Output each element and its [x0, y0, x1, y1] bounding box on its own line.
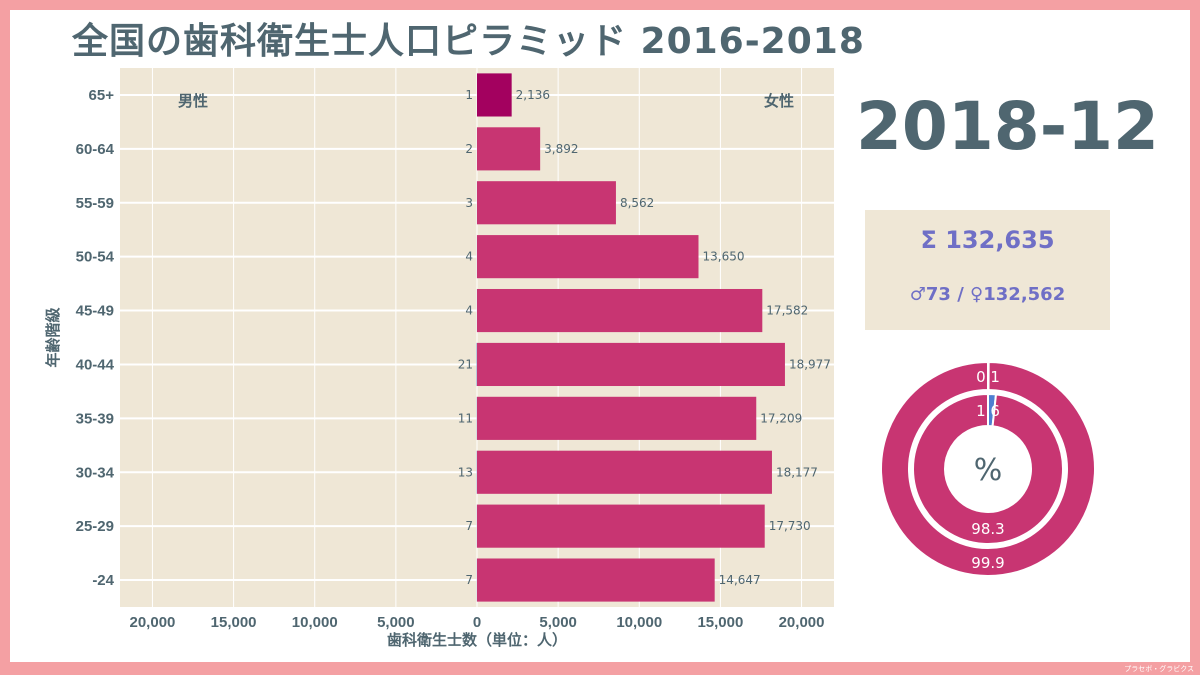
- bar-label-male: 21: [458, 357, 473, 371]
- donut-center-label: %: [974, 453, 1003, 488]
- bar-label-female: 17,730: [769, 519, 811, 533]
- data-labels: 1 2,136 2 3,892 3 8,562 4 13,650 4 17,582 21 18,977…: [458, 88, 831, 587]
- x-tick-label: 5,000: [539, 614, 577, 631]
- bar-female: [477, 288, 763, 333]
- axes: 20,000 15,000 10,000 5,000 0 5,000 10,000 15,00…: [76, 87, 825, 631]
- bar-label-male: 1: [465, 88, 473, 102]
- bar-female: [477, 396, 757, 440]
- donut-slice: [912, 392, 1064, 545]
- y-tick-label: 25-29: [76, 518, 114, 535]
- bar-label-female: 2,136: [516, 88, 550, 102]
- bar-label-female: 17,209: [760, 411, 802, 425]
- bar-female: [477, 73, 512, 117]
- bar-label-female: 14,647: [719, 573, 761, 587]
- legend-female: 女性: [764, 92, 794, 110]
- donut-label: 98.3: [971, 520, 1004, 538]
- bar-female: [477, 450, 772, 494]
- x-tick-label: 5,000: [377, 614, 415, 631]
- credit-text: プラセボ・グラビクス: [1124, 665, 1194, 673]
- x-tick-label: 15,000: [697, 614, 743, 631]
- bar-label-female: 18,177: [776, 465, 818, 479]
- x-tick-label: 10,000: [292, 614, 338, 631]
- donut-slice: [880, 360, 1096, 577]
- y-tick-label: 35-39: [76, 410, 114, 427]
- date-label: 2018-12: [856, 88, 1159, 165]
- donut-label: 1.6: [976, 402, 1000, 420]
- page-title: 全国の歯科衛生士人口ピラミッド 2016-2018: [72, 21, 865, 62]
- bar-label-female: 3,892: [544, 142, 578, 156]
- y-tick-label: 65+: [89, 87, 115, 104]
- x-tick-label: 20,000: [779, 614, 825, 631]
- donut-label: 0.1: [976, 368, 1000, 386]
- bar-label-male: 2: [465, 142, 473, 156]
- bar-label-male: 11: [458, 411, 473, 425]
- gender-split: ♂73 / ♀132,562: [909, 284, 1066, 305]
- y-tick-label: -24: [92, 572, 114, 589]
- y-tick-label: 40-44: [76, 356, 115, 373]
- bar-female: [477, 504, 765, 548]
- x-tick-label: 15,000: [211, 614, 257, 631]
- bar-female: [477, 558, 715, 602]
- total-count: Σ 132,635: [920, 226, 1055, 254]
- bar-female: [477, 342, 785, 387]
- bar-label-female: 17,582: [766, 304, 808, 318]
- bars: [476, 73, 785, 602]
- bar-label-female: 18,977: [789, 357, 831, 371]
- y-tick-label: 55-59: [76, 195, 114, 212]
- x-tick-label: 10,000: [616, 614, 662, 631]
- bar-female: [477, 127, 541, 171]
- bar-label-male: 7: [465, 573, 473, 587]
- bar-female: [477, 235, 699, 279]
- bar-label-female: 8,562: [620, 196, 654, 210]
- y-axis-label: 年齢階級: [44, 307, 62, 367]
- x-tick-label: 0: [473, 614, 481, 631]
- x-axis-label: 歯科衛生士数（単位：人）: [387, 631, 567, 649]
- bar-label-male: 3: [465, 196, 473, 210]
- bar-label-male: 4: [465, 304, 473, 318]
- bar-label-male: 4: [465, 250, 473, 264]
- bar-label-female: 13,650: [703, 250, 745, 264]
- donut-chart: 0.1 99.9 1.6 98.3%: [880, 360, 1096, 577]
- y-tick-label: 30-34: [76, 464, 115, 481]
- summary-box: Σ 132,635 ♂73 / ♀132,562: [865, 210, 1110, 330]
- y-tick-label: 60-64: [76, 141, 115, 158]
- y-tick-label: 50-54: [76, 249, 115, 266]
- bar-female: [477, 181, 616, 225]
- legend-male: 男性: [178, 92, 208, 110]
- donut-label: 99.9: [971, 554, 1004, 572]
- bar-label-male: 7: [465, 519, 473, 533]
- x-tick-label: 20,000: [130, 614, 176, 631]
- bar-label-male: 13: [458, 465, 473, 479]
- y-tick-label: 45-49: [76, 303, 114, 320]
